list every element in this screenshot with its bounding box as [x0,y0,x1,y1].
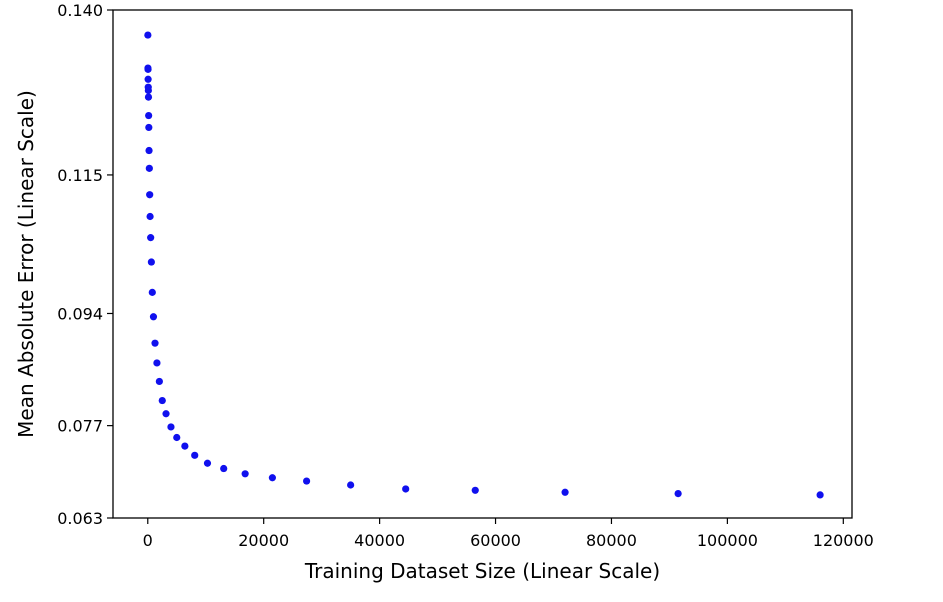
data-point-17 [151,339,159,347]
data-point-30 [302,477,311,485]
data-point-29 [268,474,276,482]
data-point-18 [153,359,161,367]
data-point-14 [147,258,155,266]
data-point-15 [148,288,156,296]
data-point-7 [145,111,153,120]
data-point-8 [145,123,153,132]
x-tick-label-3: 60000 [470,531,521,550]
data-point-28 [241,470,249,478]
y-tick-label-3: 0.115 [57,166,103,185]
y-tick-label-1: 0.077 [57,417,103,436]
data-point-26 [203,459,212,467]
data-point-13 [147,234,155,242]
x-tick-label-0: 0 [143,531,153,550]
data-point-11 [146,191,154,199]
x-axis: 0 20000 40000 60000 80000 100000 120000 [143,518,874,550]
data-point-22 [167,423,175,431]
data-point-33 [471,486,479,494]
x-tick-label-2: 40000 [354,531,405,550]
data-point-36 [816,491,824,499]
y-tick-label-2: 0.094 [57,304,103,323]
data-points [144,31,824,499]
y-axis: 0.063 0.077 0.094 0.115 0.140 [57,1,113,528]
data-point-2 [144,65,152,73]
data-point-9 [145,146,153,155]
y-tick-label-4: 0.140 [57,1,103,20]
data-point-0 [144,31,152,39]
data-point-3 [144,75,152,83]
data-point-24 [181,442,189,450]
data-point-12 [146,212,154,221]
data-point-6 [144,93,153,101]
data-point-20 [158,396,166,405]
data-point-35 [674,489,682,498]
data-point-10 [145,164,153,172]
data-point-27 [220,464,228,473]
x-axis-title: Training Dataset Size (Linear Scale) [304,559,660,583]
y-tick-label-0: 0.063 [57,509,103,528]
data-point-34 [561,488,569,496]
x-tick-label-6: 120000 [813,531,874,550]
data-point-32 [402,485,410,493]
data-point-5 [144,86,152,95]
y-axis-title: Mean Absolute Error (Linear Scale) [14,90,38,438]
data-point-21 [162,410,170,418]
data-point-31 [347,481,355,489]
x-tick-label-4: 80000 [586,531,637,550]
x-tick-label-5: 100000 [697,531,758,550]
data-point-19 [155,377,163,386]
plot-frame [112,9,853,519]
data-point-25 [191,451,199,459]
data-point-23 [173,433,181,442]
x-tick-label-1: 20000 [238,531,289,550]
data-point-16 [149,313,158,321]
